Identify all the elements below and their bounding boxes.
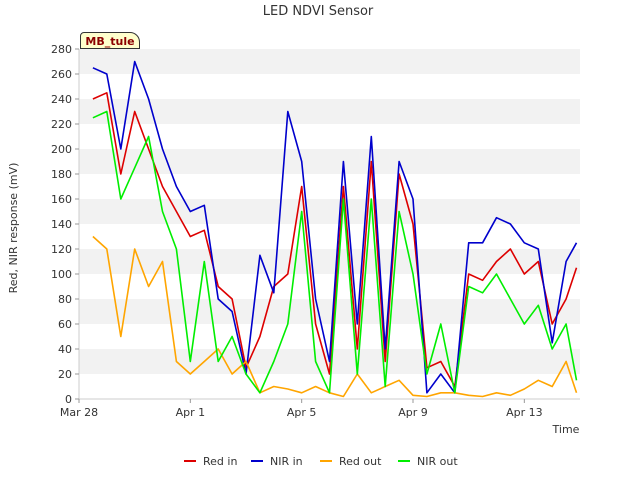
grid-band [79, 199, 580, 224]
series-lines [92, 60, 578, 398]
y-tick-label: 20 [58, 368, 72, 381]
y-tick-label: 140 [51, 218, 72, 231]
y-tick-label: 260 [51, 68, 72, 81]
grid-band [79, 299, 580, 324]
legend-label-red-in: Red in [203, 455, 237, 468]
y-tick-label: 100 [51, 268, 72, 281]
x-tick-label: Apr 5 [287, 406, 317, 419]
y-tick-label: 220 [51, 118, 72, 131]
x-axis: Mar 28 Apr 1 Apr 5 Apr 9 Apr 13 [60, 398, 580, 419]
y-tick-label: 120 [51, 243, 72, 256]
y-tick-label: 200 [51, 143, 72, 156]
y-tick-label: 160 [51, 193, 72, 206]
series-line-red-in [92, 92, 578, 388]
y-axis: 0 20 40 60 80 100 120 140 160 180 200 220 240 260 280 [51, 43, 80, 406]
series-line-nir-out [92, 110, 578, 394]
series-line-red-out [92, 235, 578, 398]
y-tick-label: 280 [51, 43, 72, 56]
grid-band [79, 149, 580, 174]
legend-label-red-out: Red out [339, 455, 382, 468]
grid-band [79, 49, 580, 74]
y-tick-label: 0 [65, 393, 72, 406]
legend-label-nir-in: NIR in [270, 455, 303, 468]
x-tick-label: Mar 28 [60, 406, 98, 419]
grid-band [79, 249, 580, 274]
legend-label-nir-out: NIR out [417, 455, 458, 468]
x-tick-label: Apr 9 [398, 406, 428, 419]
site-badge: MB_tule [80, 32, 140, 49]
y-tick-label: 240 [51, 93, 72, 106]
x-tick-label: Apr 1 [176, 406, 206, 419]
x-axis-label: Time [552, 423, 580, 436]
legend: Red in NIR in Red out NIR out [184, 455, 458, 468]
grid-band [79, 99, 580, 124]
plot-bands [79, 49, 580, 399]
y-tick-label: 40 [58, 343, 72, 356]
y-tick-label: 60 [58, 318, 72, 331]
chart-title: LED NDVI Sensor [263, 4, 374, 19]
y-tick-label: 80 [58, 293, 72, 306]
y-axis-label: Red, NIR response (mV) [7, 163, 20, 294]
series-line-nir-in [92, 60, 578, 394]
x-tick-label: Apr 13 [506, 406, 543, 419]
y-tick-label: 180 [51, 168, 72, 181]
